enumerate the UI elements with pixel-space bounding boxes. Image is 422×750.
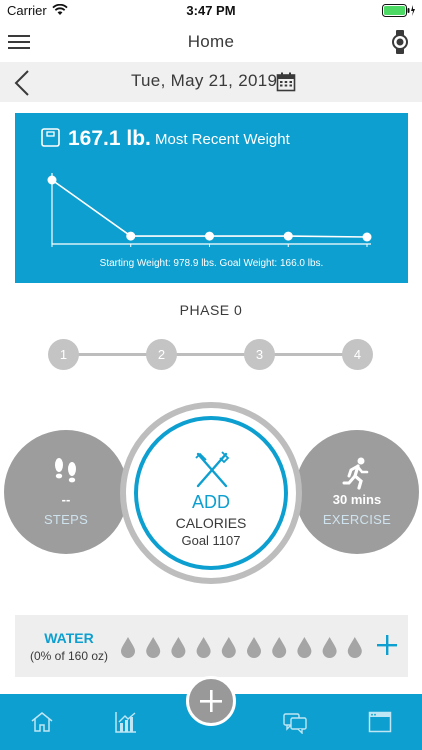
weight-line-chart [47, 173, 372, 247]
date-bar: Tue, May 21, 2019 [0, 62, 422, 102]
weight-point [47, 175, 57, 185]
water-drop-icon[interactable] [196, 637, 211, 658]
exercise-tile[interactable]: 30 mins EXERCISE [295, 430, 419, 554]
current-date: Tue, May 21, 2019 [131, 71, 278, 90]
water-progress: (0% of 160 oz) [29, 649, 109, 663]
footprints-icon [55, 458, 76, 483]
calories-tile[interactable]: ADD CALORIES Goal 1107 [120, 402, 302, 584]
plus-icon [200, 690, 222, 712]
phase-step-3[interactable]: 3 [244, 339, 275, 370]
calories-ring: ADD CALORIES Goal 1107 [134, 416, 288, 570]
water-drop-icon[interactable] [247, 637, 261, 658]
weight-summary: Starting Weight: 978.9 lbs. Goal Weight:… [99, 258, 324, 269]
page-title: Home [187, 32, 235, 51]
add-entry-button[interactable] [186, 676, 236, 726]
recent-weight-label: Most Recent Weight [155, 131, 290, 148]
scale-icon [41, 128, 60, 147]
running-person-icon [342, 457, 369, 490]
back-chevron-icon[interactable] [12, 69, 32, 97]
water-drop-icon[interactable] [297, 637, 312, 658]
weight-card[interactable]: 167.1 lb. Most Recent Weight Starting We… [15, 113, 408, 283]
water-title: WATER [44, 630, 94, 646]
steps-tile[interactable]: -- STEPS [4, 430, 128, 554]
water-drops [121, 637, 362, 658]
water-drop-icon[interactable] [121, 637, 135, 658]
add-calories-label: ADD [191, 492, 230, 512]
status-bar: Carrier 3:47 PM [0, 0, 422, 22]
weight-point [126, 231, 136, 241]
menu-icon[interactable] [8, 32, 30, 52]
water-drop-icon[interactable] [221, 637, 236, 658]
home-icon[interactable] [30, 710, 54, 734]
water-drop-icon[interactable] [272, 637, 287, 658]
exercise-label: EXERCISE [322, 512, 392, 527]
weight-point [205, 231, 214, 241]
weight-series-line [51, 179, 368, 238]
weight-point [283, 231, 293, 241]
steps-value: -- [61, 492, 71, 507]
phase-label: PHASE 0 [179, 302, 243, 318]
chat-icon[interactable] [283, 710, 307, 734]
steps-label: STEPS [43, 512, 89, 527]
carrier-label: Carrier [7, 3, 47, 18]
status-time: 3:47 PM [186, 3, 236, 18]
nav-bar: Home [0, 22, 422, 62]
add-water-icon[interactable] [375, 633, 399, 657]
watch-icon[interactable] [390, 30, 410, 54]
calories-goal: Goal 1107 [181, 533, 241, 548]
browser-icon[interactable] [368, 710, 392, 734]
phase-step-1[interactable]: 1 [48, 339, 79, 370]
phase-step-2[interactable]: 2 [146, 339, 177, 370]
wifi-icon [52, 4, 68, 15]
water-drop-icon[interactable] [146, 637, 161, 658]
fork-knife-icon [195, 451, 230, 488]
weight-point [362, 232, 372, 242]
recent-weight-value: 167.1 lb. [68, 127, 151, 150]
water-drop-icon[interactable] [347, 637, 362, 658]
phase-step-4[interactable]: 4 [342, 339, 373, 370]
exercise-value: 30 mins [332, 492, 382, 507]
water-drop-icon[interactable] [171, 637, 186, 658]
calendar-icon[interactable] [276, 72, 296, 92]
phase-track [64, 353, 358, 356]
chart-icon[interactable] [114, 710, 138, 734]
calories-label: CALORIES [175, 515, 247, 531]
water-tracker: WATER (0% of 160 oz) [15, 615, 408, 677]
water-drop-icon[interactable] [322, 637, 337, 658]
battery-icon [382, 4, 415, 17]
